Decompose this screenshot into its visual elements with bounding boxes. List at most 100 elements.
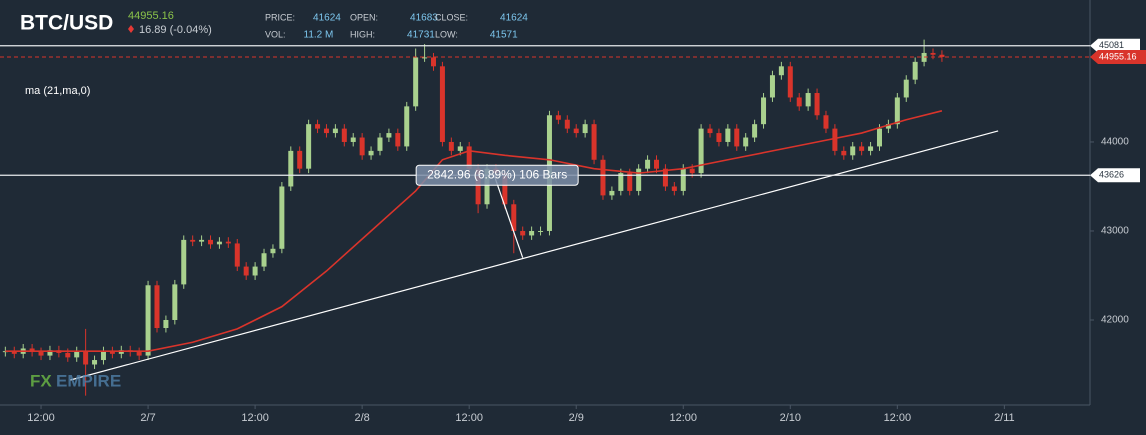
candle-body	[208, 239, 214, 245]
candle-body	[707, 128, 713, 134]
x-tick-label: 12:00	[241, 412, 269, 424]
candle-body	[270, 248, 276, 254]
candle-body	[279, 186, 285, 249]
candle-body	[92, 360, 98, 365]
candle-body	[377, 137, 383, 151]
candle-body	[466, 146, 472, 169]
candle-body	[288, 150, 294, 187]
candle-body	[520, 230, 526, 236]
candle-body	[172, 284, 178, 320]
level-tag	[1090, 168, 1140, 183]
candle-body	[823, 115, 829, 129]
candle-body	[939, 54, 945, 57]
candle-body	[876, 128, 882, 147]
symbol: BTC/USD	[20, 12, 113, 35]
candle-body	[609, 190, 615, 196]
candle-body	[769, 75, 775, 98]
info-value: 41624	[313, 13, 341, 24]
candle-body	[306, 124, 312, 169]
candle-body	[457, 146, 463, 151]
candle-body	[743, 137, 749, 147]
candle-body	[538, 230, 544, 232]
candle-body	[734, 128, 740, 147]
info-value: 41731	[407, 30, 435, 41]
info-label: HIGH:	[350, 29, 375, 39]
candle-body	[404, 106, 410, 147]
level-label: 43626	[1099, 170, 1124, 180]
candle-body	[332, 128, 338, 134]
candle-body	[225, 241, 231, 244]
candle-body	[100, 351, 106, 361]
candle-body	[261, 253, 267, 267]
info-value: 41683	[410, 13, 438, 24]
down-icon	[128, 25, 134, 33]
last-price: 44955.16	[128, 10, 174, 22]
x-tick-label: 2/11	[994, 412, 1015, 424]
x-tick-label: 2/10	[780, 412, 801, 424]
candle-body	[573, 128, 579, 134]
ma-line	[5, 110, 943, 352]
candle-body	[752, 124, 758, 138]
candle-body	[431, 57, 437, 67]
x-tick-label: 12:00	[669, 412, 697, 424]
candle-body	[65, 352, 71, 358]
candle-body	[511, 204, 517, 231]
candle-body	[448, 141, 454, 151]
candle-body	[163, 319, 169, 329]
candle-body	[591, 124, 597, 160]
indicator-label: ma (21,ma,0)	[25, 85, 90, 97]
candle-body	[359, 137, 365, 156]
candle-body	[413, 57, 419, 107]
candle-body	[680, 168, 686, 191]
candle-body	[671, 186, 677, 191]
info-value: 41571	[490, 30, 518, 41]
candle-body	[341, 128, 347, 142]
candle-body	[297, 150, 303, 169]
candle-body	[502, 173, 508, 205]
candle-body	[199, 239, 205, 242]
candle-body	[885, 124, 891, 129]
candle-body	[145, 285, 151, 356]
candle-body	[368, 150, 374, 156]
candle-body	[243, 266, 249, 276]
candle-body	[778, 66, 784, 76]
watermark: FX	[30, 371, 52, 390]
candle-body	[796, 97, 802, 107]
info-label: LOW:	[435, 29, 458, 39]
info-label: OPEN:	[350, 12, 378, 22]
candle-body	[716, 133, 722, 142]
trendline	[70, 130, 999, 381]
candle-body	[627, 173, 633, 191]
watermark: EMPIRE	[56, 371, 121, 390]
x-tick-label: 2/8	[354, 412, 369, 424]
candle-body	[181, 239, 187, 285]
candle-body	[350, 137, 356, 142]
candle-body	[868, 146, 874, 151]
y-tick-label: 43000	[1101, 226, 1129, 237]
candle-body	[11, 351, 17, 354]
candle-body	[912, 61, 918, 80]
last-price-tag	[1090, 49, 1146, 64]
candle-body	[582, 124, 588, 134]
y-tick-label: 42000	[1101, 315, 1129, 326]
candle-body	[618, 173, 624, 191]
candle-body	[38, 352, 44, 356]
candle-body	[653, 159, 659, 169]
candle-body	[386, 133, 392, 138]
candle-body	[252, 266, 258, 276]
candle-body	[136, 352, 142, 356]
candle-body	[109, 351, 115, 354]
x-tick-label: 2/9	[569, 412, 584, 424]
candle-body	[850, 146, 856, 156]
candle-body	[564, 119, 570, 129]
candle-body	[805, 93, 811, 107]
candle-body	[725, 128, 731, 142]
candle-body	[395, 133, 401, 147]
candle-body	[698, 128, 704, 174]
last-price-label: 44955.16	[1099, 51, 1137, 61]
candle-body	[662, 168, 668, 187]
candle-body	[761, 97, 767, 125]
plot-area	[2, 39, 999, 396]
candle-body	[894, 97, 900, 125]
